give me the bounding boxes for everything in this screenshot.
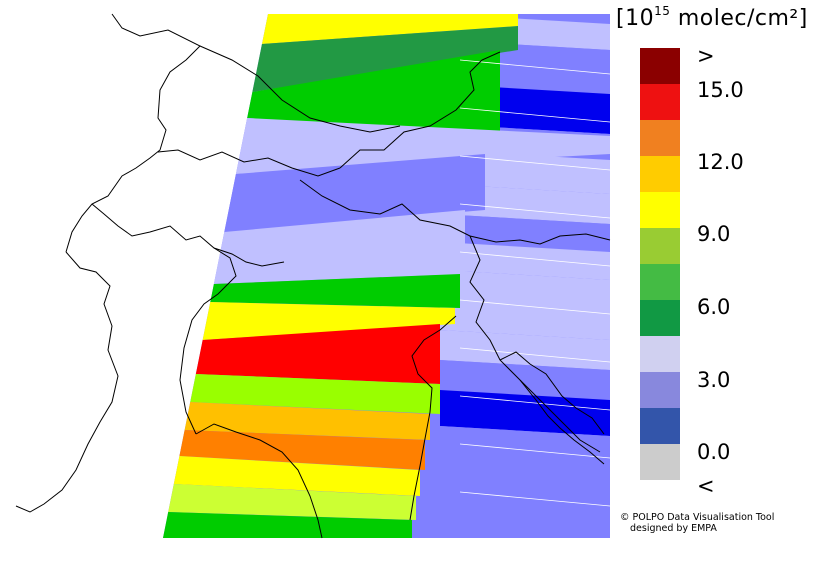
swath-band-west [168, 484, 416, 520]
legend-tick-label: 3.0 [697, 368, 731, 392]
swath-scanline [459, 443, 611, 459]
legend-unit-suffix: molec/cm²] [670, 6, 808, 31]
swath-scanline [459, 395, 611, 411]
legend-unit-prefix: [10 [616, 6, 655, 31]
legend-swatch [640, 444, 680, 480]
swath-band-west [195, 324, 440, 384]
swath-band-east [440, 360, 610, 400]
swath-band-west [247, 50, 500, 136]
legend-swatch [640, 156, 680, 192]
legend-unit-label: [1015 molec/cm²] [616, 4, 808, 31]
swath-band-east [440, 426, 610, 470]
border-line [469, 235, 601, 453]
swath-band-west [224, 154, 486, 232]
swath-band-west [213, 210, 465, 284]
swath-band-east [440, 330, 610, 370]
credit-line-1: © POLPO Data Visualisation Tool [620, 512, 775, 523]
swath-band-west [184, 402, 430, 440]
legend-tick-label: 12.0 [697, 150, 744, 174]
legend-swatch [640, 84, 680, 120]
swath-band-west [202, 302, 455, 340]
legend-swatch [640, 300, 680, 336]
legend-swatch [640, 408, 680, 444]
swath-band-west [163, 512, 412, 538]
legend-tick-label: 15.0 [697, 78, 744, 102]
legend-tick-label: 9.0 [697, 222, 731, 246]
clip-bottom [0, 538, 813, 566]
legend-tick-label: < [697, 474, 715, 498]
swath-band-east [440, 214, 610, 252]
border-line [15, 251, 119, 513]
legend-swatch [640, 120, 680, 156]
border-line [157, 149, 341, 177]
border-line [199, 45, 401, 133]
border-line [339, 51, 501, 169]
swath-band-west [235, 118, 610, 174]
swath-band-west [173, 456, 420, 496]
swath-scanline [459, 491, 611, 507]
swath-scanline [459, 203, 611, 219]
credit-line-2: designed by EMPA [630, 523, 717, 534]
border-line [299, 179, 611, 245]
swath-scanline [459, 59, 611, 75]
border-line [91, 203, 285, 267]
swath-band-west [190, 374, 440, 414]
legend-swatch [640, 372, 680, 408]
swath-band-west [252, 26, 518, 92]
legend-unit-exponent: 15 [654, 4, 671, 18]
swath-band-east [440, 390, 610, 436]
legend-tick-label: > [697, 44, 715, 68]
country-borders [15, 13, 611, 539]
swath-band-west [210, 274, 460, 308]
legend-swatch [640, 192, 680, 228]
swath-band-east [440, 242, 610, 280]
swath-scanline [459, 107, 611, 123]
border-line [179, 247, 237, 435]
legend-swatch [640, 48, 680, 84]
clip-top [0, 0, 813, 14]
legend-swatch [640, 336, 680, 372]
swath-scanline [459, 347, 611, 363]
legend-tick-label: 6.0 [697, 295, 731, 319]
swath-band-west [179, 430, 425, 470]
swath-band-east [440, 270, 610, 340]
border-line [519, 379, 605, 465]
border-line [409, 315, 457, 521]
border-line [195, 423, 323, 539]
swath-scanline [459, 299, 611, 315]
swath-band-west [261, 14, 518, 44]
legend-tick-label: 0.0 [697, 440, 731, 464]
swath-scanline [459, 155, 611, 171]
swath-scanline [459, 251, 611, 267]
legend-swatch [640, 264, 680, 300]
border-line [499, 351, 605, 435]
legend-swatch [640, 228, 680, 264]
swath-band-east [440, 460, 610, 548]
